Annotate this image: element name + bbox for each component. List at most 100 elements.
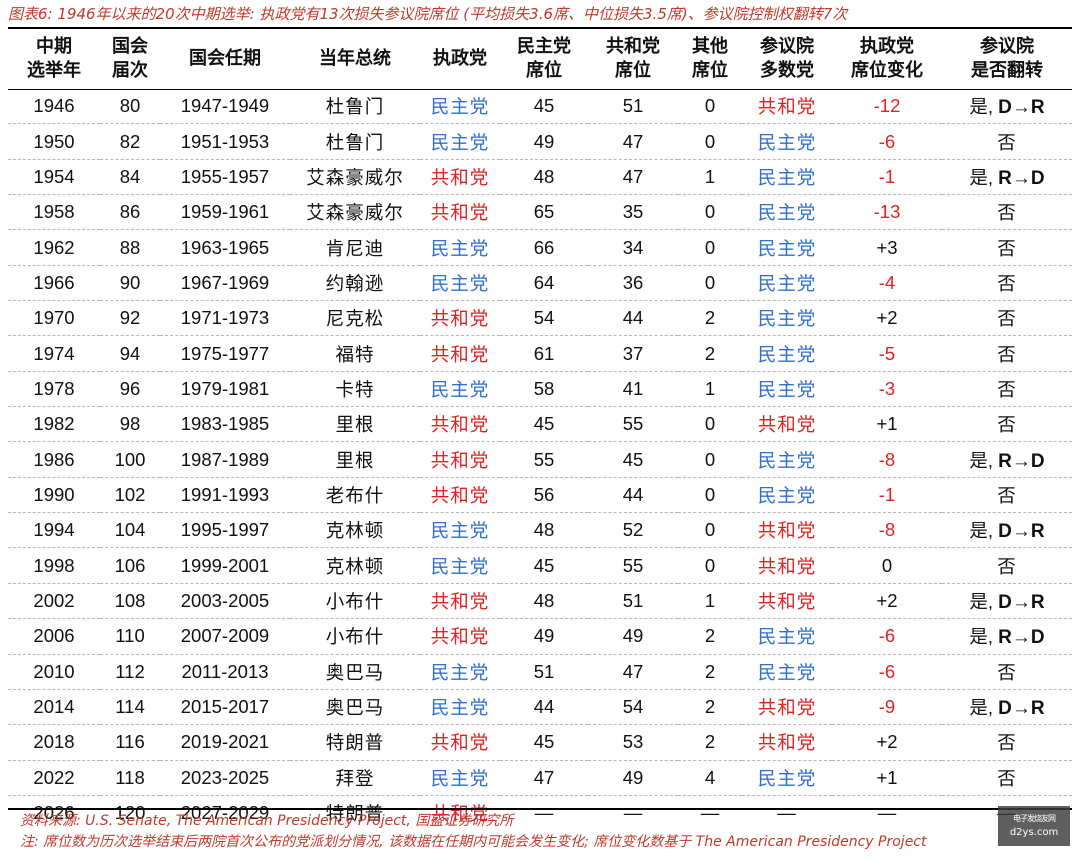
- cell-seat-change: +1: [832, 406, 942, 442]
- cell-term: 1967-1969: [160, 264, 290, 301]
- cell-rep-seats: 36: [588, 264, 678, 301]
- cell-year: 2002: [8, 582, 100, 619]
- cell-senate-flip: 否: [942, 406, 1072, 442]
- cell-other-seats: 2: [678, 724, 742, 761]
- cell-year: 1950: [8, 123, 100, 160]
- col-header-president: 当年总统: [319, 48, 391, 69]
- cell-congress: 120: [100, 794, 160, 831]
- cell-senate-majority: 民主党: [742, 759, 832, 796]
- cell-rep-seats: 51: [622, 95, 644, 117]
- flip-yes-label: 是,: [969, 590, 994, 612]
- cell-term: 2007-2009: [160, 618, 290, 654]
- cell-senate-majority: 共和党: [742, 512, 832, 548]
- cell-dem-seats: 51: [500, 653, 588, 690]
- cell-other-seats: 0: [678, 476, 742, 513]
- cell-seat-change: -6: [832, 123, 942, 160]
- cell-ruling-party: 共和党: [420, 158, 500, 195]
- cell-year: 2014: [8, 688, 100, 725]
- cell-ruling-party: 民主党: [420, 123, 500, 160]
- cell-other-seats: 0: [678, 229, 742, 266]
- cell-other-seats: 1: [678, 158, 742, 195]
- cell-term: 1983-1985: [160, 406, 290, 442]
- cell-senate-flip: 是, D→R: [942, 688, 1072, 725]
- cell-other-seats: 1: [678, 582, 742, 619]
- col-header-senate-flip: 参议院 是否翻转: [971, 36, 1043, 81]
- cell-rep-seats: 47: [588, 123, 678, 160]
- cell-senate-majority: —: [742, 794, 832, 831]
- cell-dem-seats: 44: [500, 688, 588, 725]
- cell-other-seats: 0: [678, 264, 742, 301]
- cell-senate-flip: 是, R→D: [942, 618, 1072, 654]
- cell-dem-seats: 48: [500, 158, 588, 195]
- cell-senate-flip: 否: [942, 123, 1072, 160]
- cell-year: 2006: [8, 618, 100, 654]
- cell-senate-flip: 是, D→R: [942, 582, 1072, 619]
- watermark-line2: d2ys.com: [1009, 827, 1059, 838]
- cell-term: 1995-1997: [160, 512, 290, 548]
- cell-president: 奥巴马: [290, 653, 420, 690]
- header-row: 中期 选举年 国会 届次 国会任期 当年总统 执政党 民主党 席位 共和党 席位 其他席…: [8, 29, 1072, 89]
- cell-term: 1971-1973: [160, 300, 290, 336]
- cell-president: 克林顿: [290, 512, 420, 548]
- col-header-other-seats: 其他 席位: [692, 36, 728, 81]
- cell-president: 特朗普: [290, 794, 420, 831]
- cell-other-seats: 1: [678, 370, 742, 407]
- cell-ruling-party: 民主党: [430, 96, 490, 118]
- cell-ruling-party: 共和党: [420, 335, 500, 372]
- cell-congress: 112: [100, 653, 160, 690]
- cell-president: 拜登: [290, 759, 420, 796]
- cell-congress: 116: [100, 724, 160, 761]
- col-header-rep-seats: 共和党 席位: [606, 36, 660, 81]
- cell-rep-seats: 55: [588, 406, 678, 442]
- cell-dem-seats: 45: [500, 724, 588, 761]
- cell-year: 2022: [8, 759, 100, 796]
- cell-dem-seats: 65: [500, 194, 588, 230]
- cell-ruling-party: 民主党: [420, 688, 500, 725]
- cell-senate-majority: 民主党: [742, 123, 832, 160]
- cell-ruling-party: 共和党: [420, 441, 500, 478]
- cell-dem-seats: 58: [500, 370, 588, 407]
- cell-dem-seats: 45: [500, 406, 588, 442]
- table-row: 1986 100 1987-1989 里根 共和党 55 45 0 民主党 -8 是, R→D: [8, 441, 1072, 478]
- cell-congress: 110: [100, 618, 160, 654]
- cell-other-seats: 2: [678, 335, 742, 372]
- table-row: 1954 84 1955-1957 艾森豪威尔 共和党 48 47 1 民主党 -1 是, R→D: [8, 158, 1072, 195]
- cell-seat-change: -3: [832, 370, 942, 407]
- cell-other-seats: 0: [678, 441, 742, 478]
- cell-congress: 100: [100, 441, 160, 478]
- table-row: 2002 108 2003-2005 小布什 共和党 48 51 1 共和党 +2 是, D→R: [8, 582, 1072, 619]
- cell-president: 特朗普: [290, 724, 420, 761]
- cell-congress: 94: [100, 335, 160, 372]
- cell-senate-flip: 否: [942, 264, 1072, 301]
- cell-congress: 96: [100, 370, 160, 407]
- cell-senate-majority: 民主党: [742, 441, 832, 478]
- cell-year: 1954: [8, 158, 100, 195]
- cell-rep-seats: 34: [588, 229, 678, 266]
- cell-other-seats: 0: [678, 547, 742, 584]
- footnote: 注: 席位数为历次选举结束后两院首次公布的党派划分情况, 该数据在任期内可能会发…: [20, 834, 927, 850]
- cell-congress: 88: [100, 229, 160, 266]
- cell-dem-seats: 56: [500, 476, 588, 513]
- cell-seat-change: -13: [832, 194, 942, 230]
- cell-other-seats: 2: [678, 653, 742, 690]
- cell-other-seats: 0: [678, 123, 742, 160]
- cell-year: 2026: [8, 794, 100, 831]
- table-row: 1950 82 1951-1953 杜鲁门 民主党 49 47 0 民主党 -6 否: [8, 123, 1072, 160]
- cell-ruling-party: 民主党: [420, 759, 500, 796]
- cell-senate-majority: 民主党: [742, 300, 832, 336]
- cell-term: 2027-2029: [160, 794, 290, 831]
- cell-senate-majority: 民主党: [742, 618, 832, 654]
- cell-senate-majority: 民主党: [742, 370, 832, 407]
- table-header-rule: [8, 89, 1072, 90]
- cell-dem-seats: 48: [500, 582, 588, 619]
- cell-seat-change: -12: [873, 95, 901, 117]
- cell-seat-change: -1: [832, 158, 942, 195]
- cell-seat-change: +1: [832, 759, 942, 796]
- cell-senate-majority: 民主党: [742, 264, 832, 301]
- cell-seat-change: -8: [832, 512, 942, 548]
- cell-other-seats: —: [678, 794, 742, 831]
- cell-president: 尼克松: [290, 300, 420, 336]
- table-row: 1994 104 1995-1997 克林顿 民主党 48 52 0 共和党 -8 是, D→R: [8, 512, 1072, 548]
- cell-ruling-party: 共和党: [420, 476, 500, 513]
- flip-yes-label: 是,: [969, 96, 994, 118]
